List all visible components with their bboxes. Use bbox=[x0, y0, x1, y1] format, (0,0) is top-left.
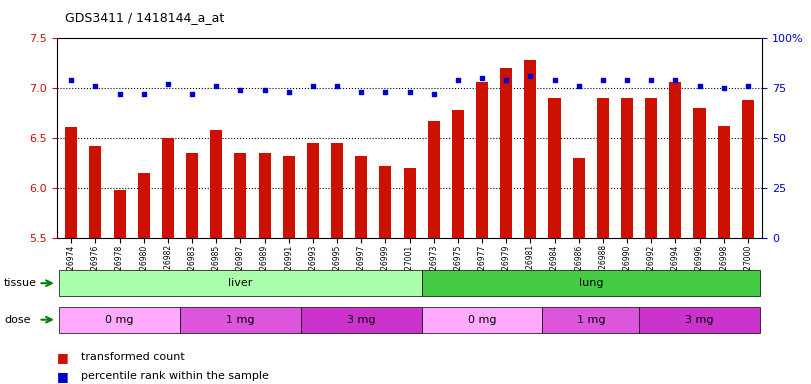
Point bbox=[475, 75, 488, 81]
Bar bbox=[89, 146, 101, 238]
Point bbox=[161, 81, 174, 88]
Point bbox=[258, 87, 271, 93]
Point bbox=[354, 89, 367, 95]
Bar bbox=[500, 68, 513, 238]
Text: 0 mg: 0 mg bbox=[468, 314, 496, 325]
Point bbox=[89, 83, 102, 89]
Text: GDS3411 / 1418144_a_at: GDS3411 / 1418144_a_at bbox=[65, 12, 224, 25]
Point bbox=[379, 89, 392, 95]
Bar bbox=[234, 153, 247, 238]
Bar bbox=[65, 127, 77, 238]
Point bbox=[65, 77, 78, 83]
FancyBboxPatch shape bbox=[543, 307, 639, 333]
Text: 1 mg: 1 mg bbox=[226, 314, 255, 325]
Point bbox=[620, 77, 633, 83]
Point bbox=[645, 77, 658, 83]
Bar bbox=[669, 82, 681, 238]
Point bbox=[596, 77, 609, 83]
Point bbox=[282, 89, 295, 95]
Bar bbox=[645, 98, 657, 238]
Point bbox=[452, 77, 465, 83]
Text: liver: liver bbox=[228, 278, 252, 288]
Bar bbox=[210, 130, 222, 238]
Bar bbox=[452, 110, 464, 238]
Text: 1 mg: 1 mg bbox=[577, 314, 605, 325]
Bar bbox=[404, 168, 415, 238]
Bar bbox=[476, 82, 488, 238]
Point bbox=[427, 91, 440, 98]
Text: ■: ■ bbox=[57, 370, 68, 383]
Text: ■: ■ bbox=[57, 351, 68, 364]
Point bbox=[717, 85, 730, 91]
Bar bbox=[355, 156, 367, 238]
Point bbox=[548, 77, 561, 83]
Text: lung: lung bbox=[578, 278, 603, 288]
Text: dose: dose bbox=[4, 314, 31, 325]
Point bbox=[669, 77, 682, 83]
Text: percentile rank within the sample: percentile rank within the sample bbox=[81, 371, 269, 381]
Point bbox=[234, 87, 247, 93]
Bar bbox=[548, 98, 560, 238]
Bar bbox=[597, 98, 609, 238]
Bar bbox=[573, 158, 585, 238]
FancyBboxPatch shape bbox=[180, 307, 301, 333]
Text: transformed count: transformed count bbox=[81, 352, 185, 362]
Point bbox=[210, 83, 223, 89]
Point bbox=[307, 83, 320, 89]
Point bbox=[113, 91, 126, 98]
Text: 0 mg: 0 mg bbox=[105, 314, 134, 325]
Text: 3 mg: 3 mg bbox=[685, 314, 714, 325]
Bar bbox=[718, 126, 730, 238]
FancyBboxPatch shape bbox=[422, 270, 760, 296]
FancyBboxPatch shape bbox=[422, 307, 543, 333]
Bar bbox=[162, 138, 174, 238]
FancyBboxPatch shape bbox=[59, 270, 422, 296]
Point bbox=[331, 83, 344, 89]
Point bbox=[403, 89, 416, 95]
Bar bbox=[621, 98, 633, 238]
Text: tissue: tissue bbox=[4, 278, 37, 288]
Point bbox=[500, 77, 513, 83]
Bar bbox=[742, 100, 754, 238]
Point bbox=[693, 83, 706, 89]
Bar bbox=[186, 153, 198, 238]
Point bbox=[573, 83, 586, 89]
Point bbox=[186, 91, 199, 98]
Point bbox=[741, 83, 754, 89]
Bar bbox=[138, 173, 150, 238]
Point bbox=[524, 73, 537, 79]
Point bbox=[137, 91, 150, 98]
Bar bbox=[693, 108, 706, 238]
Bar bbox=[380, 166, 392, 238]
FancyBboxPatch shape bbox=[59, 307, 180, 333]
Bar bbox=[331, 143, 343, 238]
FancyBboxPatch shape bbox=[301, 307, 422, 333]
Bar bbox=[259, 153, 271, 238]
Bar bbox=[525, 60, 536, 238]
Text: 3 mg: 3 mg bbox=[347, 314, 375, 325]
FancyBboxPatch shape bbox=[639, 307, 760, 333]
Bar bbox=[427, 121, 440, 238]
Bar bbox=[307, 143, 319, 238]
Bar bbox=[283, 156, 294, 238]
Bar bbox=[114, 190, 126, 238]
